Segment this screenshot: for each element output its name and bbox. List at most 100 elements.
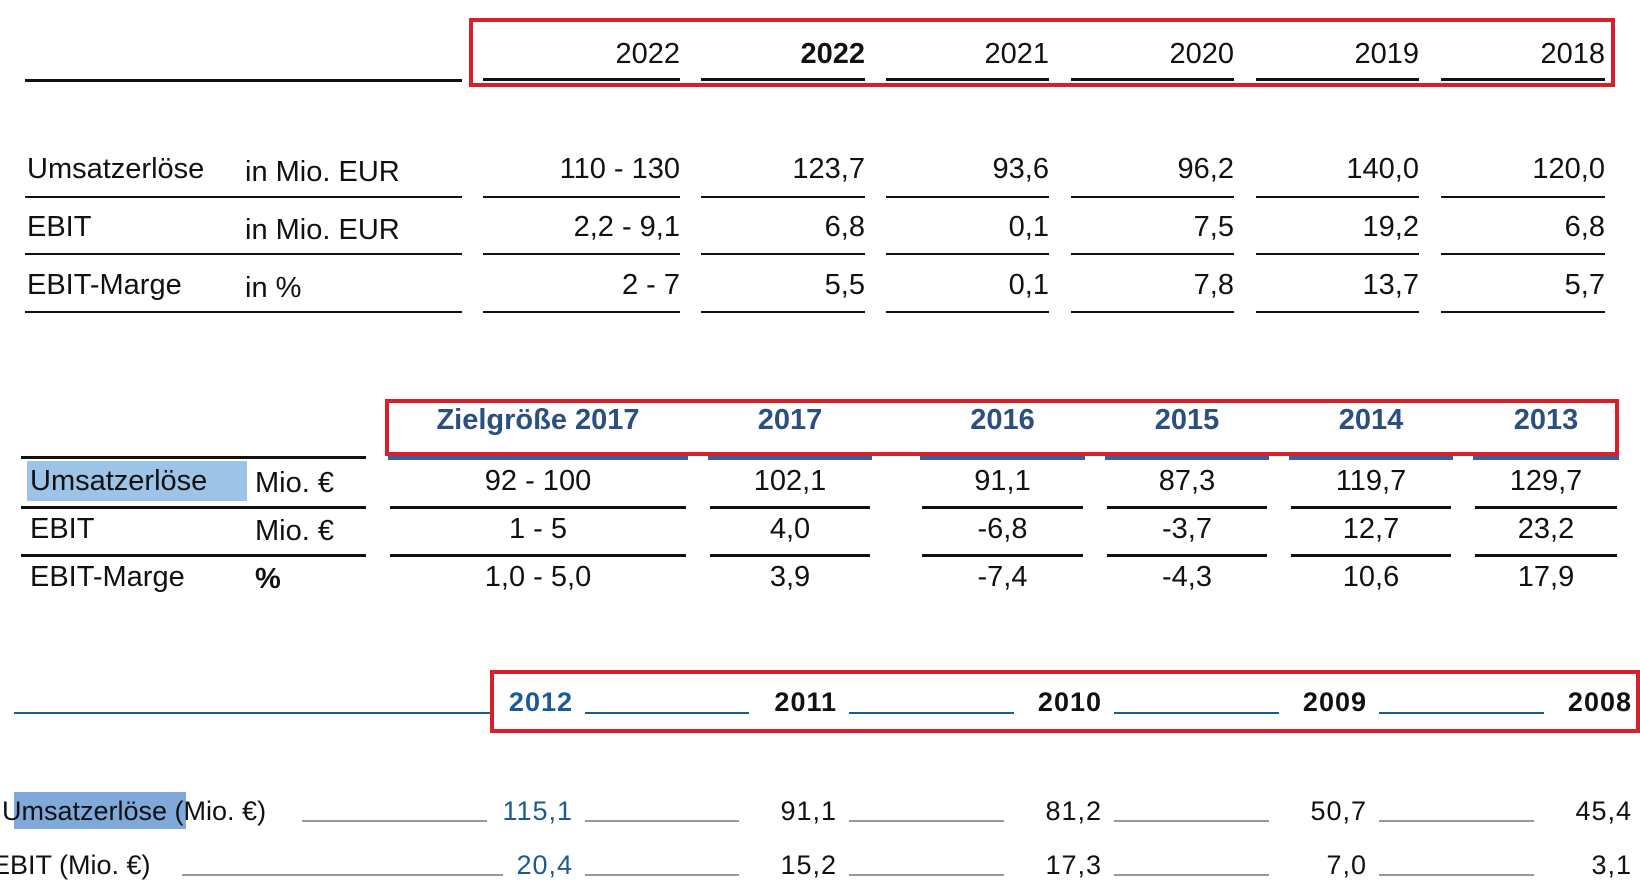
- cell-rule: [1256, 253, 1419, 255]
- label-highlight: [27, 461, 247, 501]
- table-cell: 119,7: [1335, 465, 1407, 497]
- table-cell: 7,5: [1193, 211, 1234, 243]
- table-cell: 120,0: [1532, 153, 1605, 185]
- cell-rule: [1256, 196, 1419, 198]
- year-header: 2022: [615, 38, 680, 70]
- table-cell: 6,8: [824, 211, 865, 243]
- header-rule: [25, 79, 462, 82]
- table-cell: 4,0: [769, 513, 811, 545]
- table-cell: 23,2: [1517, 513, 1575, 545]
- year-header: 2018: [1540, 38, 1605, 70]
- table-cell: -7,4: [977, 561, 1028, 593]
- cell-rule: [710, 554, 870, 557]
- leader-line: [302, 820, 487, 822]
- table-cell: 17,3: [1045, 850, 1102, 880]
- table-cell: 50,7: [1310, 796, 1367, 826]
- table-cell: 5,5: [824, 269, 865, 301]
- row-unit: Mio. €: [255, 515, 334, 547]
- header-rule: [1473, 456, 1619, 460]
- table-cell: 20,4: [516, 850, 573, 880]
- header-rule: [1105, 456, 1269, 460]
- year-header: 2021: [984, 38, 1049, 70]
- highlight-box-2018-2022: [469, 18, 1615, 87]
- year-header: 2012: [508, 687, 573, 717]
- header-rule: [14, 712, 490, 714]
- cell-rule: [483, 196, 680, 198]
- year-header: 2017: [757, 404, 823, 436]
- leader-line: [1379, 820, 1534, 822]
- row-unit: in Mio. EUR: [245, 156, 400, 188]
- column-rule: [1256, 78, 1419, 81]
- header-rule: [1379, 712, 1544, 714]
- row-unit: in %: [245, 272, 302, 304]
- header-rule: [849, 712, 1014, 714]
- cell-rule: [886, 196, 1049, 198]
- table-cell: 17,9: [1517, 561, 1575, 593]
- table-cell: 10,6: [1342, 561, 1400, 593]
- table-cell: 12,7: [1342, 513, 1400, 545]
- table-cell: -3,7: [1162, 513, 1212, 545]
- year-header: 2014: [1338, 404, 1404, 436]
- column-rule: [1071, 78, 1234, 81]
- cell-rule: [1441, 196, 1605, 198]
- cell-rule: [483, 311, 680, 313]
- table-cell: 19,2: [1362, 211, 1419, 243]
- row-label: EBIT-Marge: [27, 269, 182, 301]
- table-cell: 129,7: [1509, 465, 1583, 497]
- table-cell: 7,8: [1193, 269, 1234, 301]
- year-header: 2015: [1154, 404, 1220, 436]
- year-header: 2020: [1169, 38, 1234, 70]
- row-rule: [21, 554, 366, 557]
- cell-rule: [922, 506, 1083, 509]
- label-highlight: [14, 792, 186, 829]
- cell-rule: [1256, 311, 1419, 313]
- table-cell: 45,4: [1575, 796, 1632, 826]
- year-header: 2013: [1513, 404, 1579, 436]
- row-label-label-rest: (Mio. €): [167, 796, 267, 826]
- table-cell: 0,1: [1008, 211, 1049, 243]
- table-cell: 6,8: [1564, 211, 1605, 243]
- row-unit: in Mio. EUR: [245, 214, 400, 246]
- table-cell: -6,8: [977, 513, 1028, 545]
- row-label: Umsatzerlöse: [27, 153, 205, 185]
- table-cell: -4,3: [1162, 561, 1212, 593]
- table-cell: 15,2: [780, 850, 837, 880]
- header-rule: [708, 456, 872, 460]
- table-cell: 96,2: [1177, 153, 1234, 185]
- cell-rule: [701, 253, 865, 255]
- table-cell: 2,2 - 9,1: [573, 211, 680, 243]
- table-cell: 5,7: [1564, 269, 1605, 301]
- cell-rule: [1475, 554, 1617, 557]
- leader-line: [1114, 820, 1269, 822]
- cell-rule: [886, 253, 1049, 255]
- table-cell: 91,1: [780, 796, 837, 826]
- cell-rule: [1107, 506, 1267, 509]
- cell-rule: [1441, 253, 1605, 255]
- year-header: 2010: [1037, 687, 1102, 717]
- row-unit: Mio. €: [255, 467, 334, 499]
- row-label: Umsatzerlöse (Mio. €): [2, 795, 266, 827]
- header-rule: [21, 456, 366, 459]
- row-label: EBIT (Mio. €): [0, 849, 151, 881]
- header-rule: [388, 456, 688, 460]
- year-header: 2016: [970, 404, 1035, 436]
- column-rule: [701, 78, 865, 81]
- row-rule: [25, 311, 462, 313]
- cell-rule: [1107, 554, 1267, 557]
- table-cell: 93,6: [992, 153, 1049, 185]
- cell-rule: [922, 554, 1083, 557]
- row-label: EBIT: [27, 211, 92, 243]
- table-cell: 1 - 5: [508, 513, 568, 545]
- row-label: EBIT-Marge: [30, 561, 185, 593]
- cell-rule: [701, 196, 865, 198]
- header-rule: [1114, 712, 1279, 714]
- cell-rule: [483, 253, 680, 255]
- cell-rule: [710, 506, 870, 509]
- leader-line: [1379, 874, 1534, 876]
- cell-rule: [1071, 196, 1234, 198]
- row-rule: [21, 506, 366, 509]
- cell-rule: [1441, 311, 1605, 313]
- leader-line: [849, 820, 1004, 822]
- row-label-label-rest: EBIT (Mio. €): [0, 850, 151, 880]
